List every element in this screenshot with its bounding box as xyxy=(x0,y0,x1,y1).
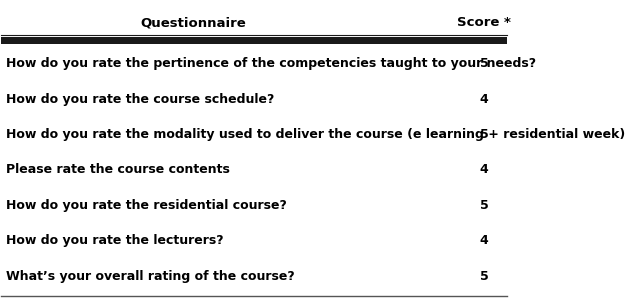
Text: 5: 5 xyxy=(480,57,489,70)
FancyBboxPatch shape xyxy=(1,37,507,44)
Text: How do you rate the residential course?: How do you rate the residential course? xyxy=(6,199,287,212)
Text: 4: 4 xyxy=(480,234,489,247)
Text: How do you rate the lecturers?: How do you rate the lecturers? xyxy=(6,234,224,247)
Text: 5: 5 xyxy=(480,128,489,141)
Text: How do you rate the course schedule?: How do you rate the course schedule? xyxy=(6,93,275,106)
Text: Questionnaire: Questionnaire xyxy=(140,16,246,29)
Text: What’s your overall rating of the course?: What’s your overall rating of the course… xyxy=(6,270,295,283)
Text: 4: 4 xyxy=(480,163,489,177)
Text: 5: 5 xyxy=(480,199,489,212)
Text: Please rate the course contents: Please rate the course contents xyxy=(6,163,230,177)
Text: How do you rate the pertinence of the competencies taught to your needs?: How do you rate the pertinence of the co… xyxy=(6,57,537,70)
Text: How do you rate the modality used to deliver the course (e learning + residentia: How do you rate the modality used to del… xyxy=(6,128,626,141)
Text: Score *: Score * xyxy=(457,16,511,29)
Text: 5: 5 xyxy=(480,270,489,283)
Text: 4: 4 xyxy=(480,93,489,106)
